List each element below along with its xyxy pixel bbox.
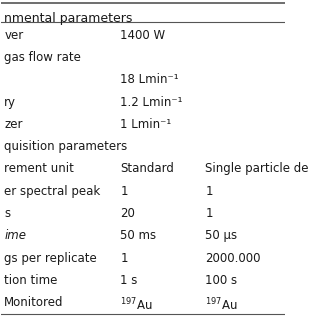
- Text: ry: ry: [4, 95, 16, 108]
- Text: 100 s: 100 s: [205, 274, 237, 287]
- Text: 50 μs: 50 μs: [205, 229, 237, 243]
- Text: nmental parameters: nmental parameters: [4, 12, 132, 26]
- Text: $^{197}$Au: $^{197}$Au: [205, 296, 238, 313]
- Text: 1: 1: [120, 185, 128, 198]
- Text: 1: 1: [205, 185, 213, 198]
- Text: tion time: tion time: [4, 274, 58, 287]
- Text: 18 Lmin⁻¹: 18 Lmin⁻¹: [120, 73, 179, 86]
- Text: 1: 1: [120, 252, 128, 265]
- Text: Standard: Standard: [120, 163, 174, 175]
- Text: er spectral peak: er spectral peak: [4, 185, 100, 198]
- Text: Monitored: Monitored: [4, 296, 64, 309]
- Text: Single particle de: Single particle de: [205, 163, 309, 175]
- Text: ver: ver: [4, 28, 23, 42]
- Text: ime: ime: [4, 229, 26, 243]
- Text: rement unit: rement unit: [4, 163, 74, 175]
- Text: quisition parameters: quisition parameters: [4, 140, 127, 153]
- Text: 1400 W: 1400 W: [120, 28, 165, 42]
- Text: $^{197}$Au: $^{197}$Au: [120, 296, 153, 313]
- Text: zer: zer: [4, 118, 23, 131]
- Text: s: s: [4, 207, 10, 220]
- Text: 1: 1: [205, 207, 213, 220]
- Text: 20: 20: [120, 207, 135, 220]
- Text: 50 ms: 50 ms: [120, 229, 156, 243]
- Text: gas flow rate: gas flow rate: [4, 51, 81, 64]
- Text: 1 s: 1 s: [120, 274, 138, 287]
- Text: 1 Lmin⁻¹: 1 Lmin⁻¹: [120, 118, 172, 131]
- Text: 1.2 Lmin⁻¹: 1.2 Lmin⁻¹: [120, 95, 183, 108]
- Text: gs per replicate: gs per replicate: [4, 252, 97, 265]
- Text: 2000.000: 2000.000: [205, 252, 261, 265]
